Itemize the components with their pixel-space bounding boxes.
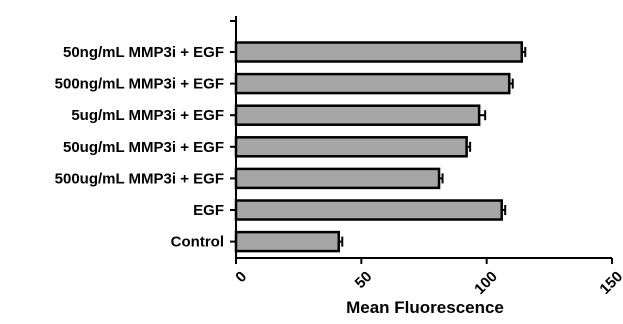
- bar-2: [234, 104, 481, 126]
- category-label-3: 50ug/mL MMP3i + EGF: [63, 139, 224, 156]
- category-label-4: 500ug/mL MMP3i + EGF: [55, 170, 224, 187]
- category-labels: 50ng/mL MMP3i + EGF 500ng/mL MMP3i + EGF 5…: [55, 44, 224, 251]
- x-tick-label-1: 50: [352, 268, 376, 292]
- bar-6: [234, 230, 341, 253]
- bar-0: [234, 41, 524, 63]
- category-label-0: 50ng/mL MMP3i + EGF: [63, 44, 224, 61]
- category-label-6: Control: [171, 234, 224, 251]
- x-tick-label-2: 100: [471, 268, 501, 298]
- bar-1: [234, 72, 511, 95]
- x-tick-label-0: 0: [232, 268, 250, 286]
- x-axis-ticks: 0 50 100 150: [232, 258, 623, 298]
- bar-4: [234, 167, 441, 190]
- category-label-5: EGF: [193, 202, 224, 219]
- category-label-2: 5ug/mL MMP3i + EGF: [71, 107, 224, 124]
- bars-group: [234, 41, 527, 253]
- x-tick-label-3: 150: [596, 268, 623, 298]
- x-axis-title: Mean Fluorescence: [346, 298, 504, 317]
- y-axis-ticks: [230, 20, 236, 243]
- bar-3: [234, 136, 468, 158]
- category-label-1: 500ng/mL MMP3i + EGF: [55, 76, 224, 93]
- bar-5: [234, 199, 503, 221]
